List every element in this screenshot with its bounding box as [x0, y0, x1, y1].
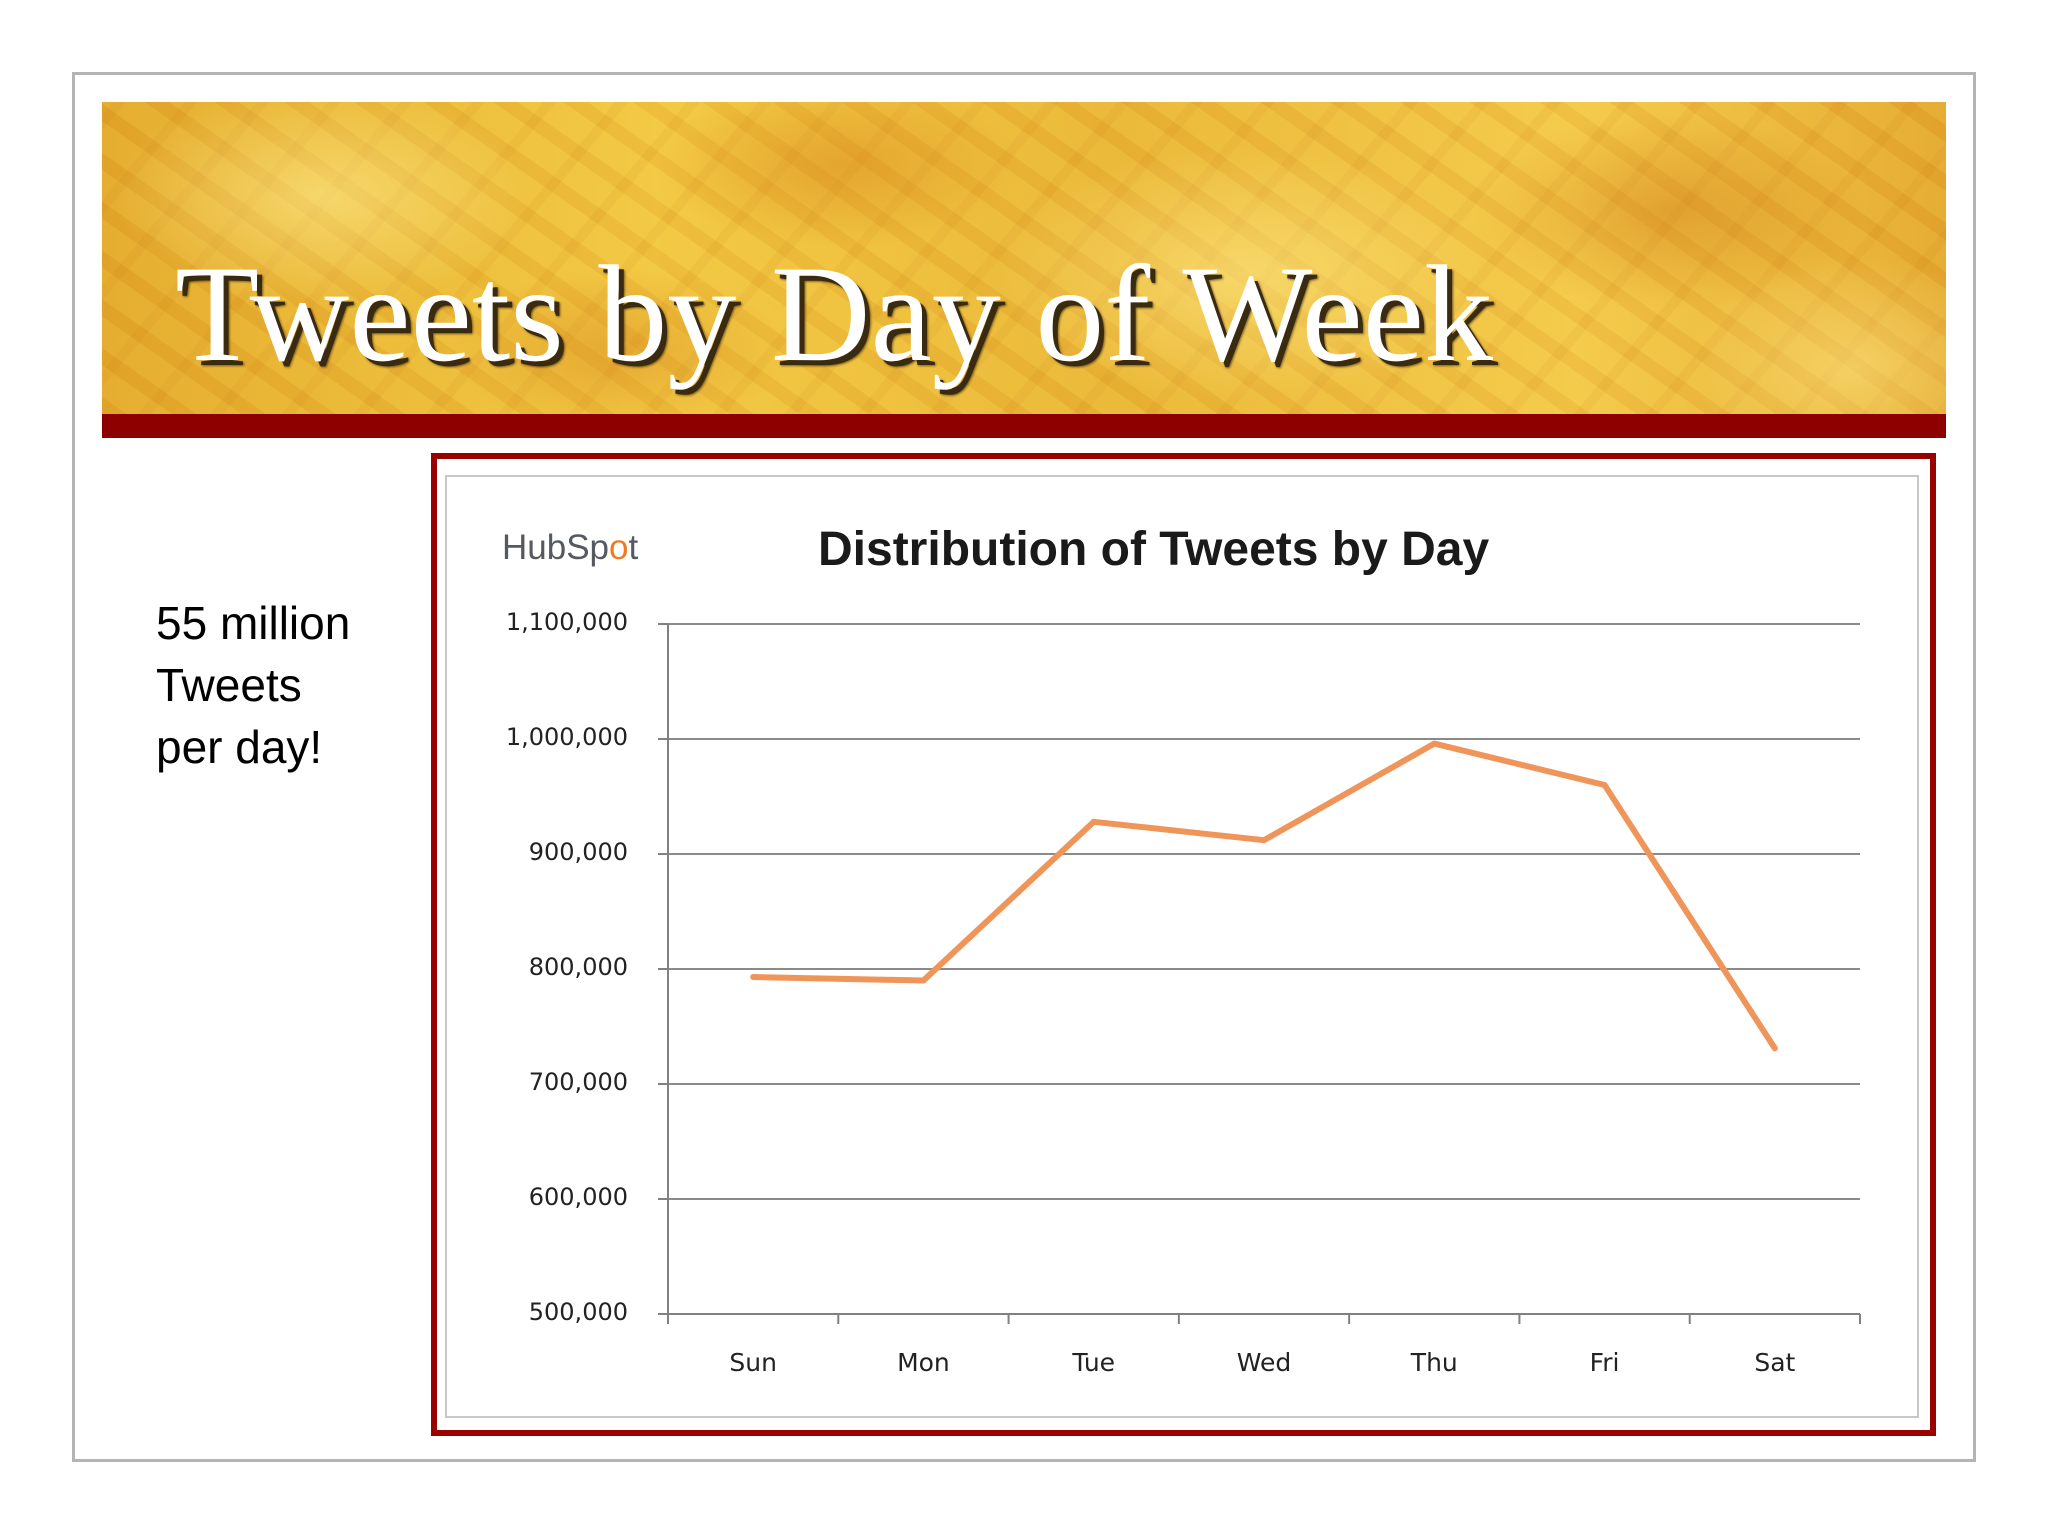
- data-point: [1431, 740, 1438, 747]
- logo-text: HubSp: [502, 528, 610, 567]
- x-tick-label: Wed: [1236, 1348, 1292, 1377]
- chart-area: [445, 475, 1919, 1418]
- y-tick-label: 900,000: [528, 838, 628, 866]
- data-point: [920, 977, 927, 984]
- banner-stripe: [102, 414, 1946, 438]
- x-tick-label: Sat: [1754, 1348, 1796, 1377]
- x-tick-label: Mon: [897, 1348, 950, 1377]
- x-tick-label: Sun: [729, 1348, 777, 1377]
- y-tick-label: 500,000: [528, 1298, 628, 1326]
- x-tick-label: Thu: [1410, 1348, 1458, 1377]
- y-tick-label: 600,000: [528, 1183, 628, 1211]
- y-tick-label: 700,000: [528, 1068, 628, 1096]
- y-tick-label: 800,000: [528, 953, 628, 981]
- x-tick-label: Fri: [1589, 1348, 1620, 1377]
- hubspot-logo: HubSpot: [502, 528, 638, 568]
- x-tick-label: Tue: [1072, 1348, 1116, 1377]
- series-line: [753, 740, 1778, 1050]
- data-point: [1261, 837, 1267, 844]
- title-banner: [102, 102, 1946, 414]
- data-point: [750, 974, 757, 981]
- logo-text: t: [628, 528, 639, 567]
- slide-title: Tweets by Day of Week: [175, 237, 1493, 390]
- side-caption-line: 55 million: [156, 597, 351, 649]
- side-caption-line: Tweets: [156, 659, 302, 711]
- y-tick-label: 1,000,000: [505, 723, 628, 751]
- sprocket-icon: o: [609, 528, 629, 567]
- y-tick-label: 1,100,000: [505, 608, 628, 636]
- data-point: [1090, 818, 1097, 825]
- data-point: [1601, 782, 1608, 788]
- chart-title: Distribution of Tweets by Day: [818, 523, 1490, 576]
- side-caption-line: per day!: [156, 721, 323, 773]
- side-caption: 55 million Tweets per day!: [156, 592, 416, 778]
- data-point: [1771, 1045, 1778, 1052]
